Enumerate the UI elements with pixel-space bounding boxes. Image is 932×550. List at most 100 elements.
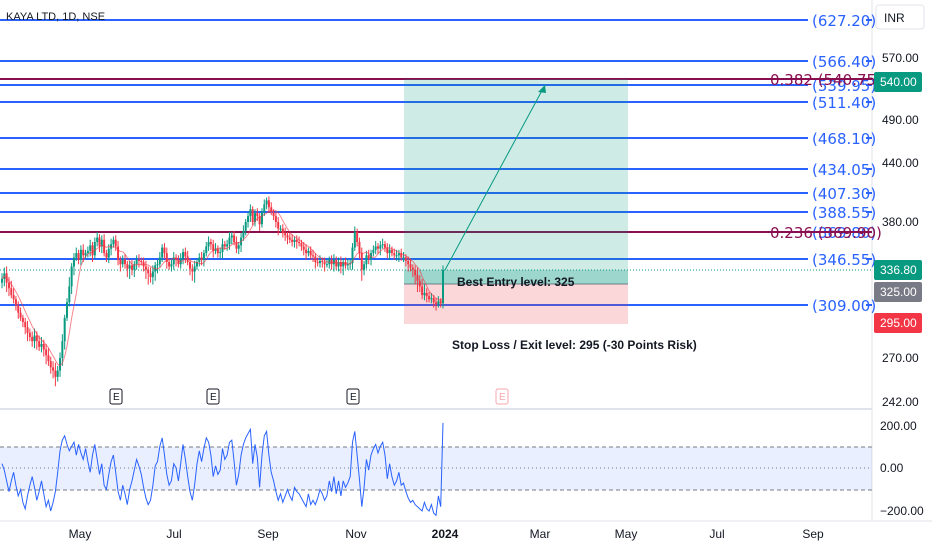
candle-body: [200, 257, 203, 260]
candle-body: [96, 237, 99, 242]
time-tick-label: Mar: [530, 527, 551, 541]
earnings-marker-box: [346, 388, 360, 405]
price-tag-box: [874, 282, 922, 302]
time-tick-label: Nov: [345, 527, 366, 541]
candle-body: [68, 286, 71, 303]
candle-body: [337, 262, 340, 267]
candle-body: [277, 222, 280, 229]
candle-body: [281, 228, 284, 234]
candle-body: [228, 237, 231, 245]
oscillator-axis-ticks: 200.00 0.00 −200.00: [880, 419, 924, 518]
candle-body: [404, 257, 407, 261]
earnings-marker-label: E: [210, 392, 217, 403]
price-tag: 336.80: [874, 260, 922, 280]
candle-body: [149, 273, 152, 278]
earnings-marker[interactable]: E: [495, 388, 509, 405]
fib-ratio-label: 0.236 (369.90): [770, 224, 882, 242]
currency-box[interactable]: [875, 4, 925, 30]
candle-body: [353, 232, 356, 248]
candle-body: [439, 301, 442, 304]
oscillator-tick-label: −200.00: [880, 504, 924, 518]
candle-body: [26, 327, 29, 333]
candle-body: [61, 341, 64, 358]
candle-body: [395, 255, 398, 257]
long-position-tool[interactable]: [404, 79, 628, 324]
oscillator-tick-label: 0.00: [880, 461, 904, 475]
candle-body: [437, 301, 440, 305]
candle-body: [47, 355, 50, 362]
candle-body: [86, 250, 89, 254]
candle-body: [14, 299, 17, 306]
candle-body: [168, 262, 171, 267]
earnings-marker-label: E: [350, 392, 357, 403]
candle-body: [165, 253, 168, 262]
time-tick-label: Jul: [166, 527, 181, 541]
candle-body: [170, 264, 173, 267]
level-label: (627.20): [812, 12, 876, 30]
candle-body: [356, 232, 359, 242]
candle-body: [418, 280, 421, 287]
candle-body: [235, 242, 238, 249]
price-axis[interactable]: INR: [875, 4, 925, 30]
level-label: (407.30): [812, 185, 876, 203]
currency-label[interactable]: INR: [884, 11, 905, 25]
time-tick-label: May: [615, 527, 638, 541]
candle-body: [428, 296, 431, 300]
candle-body: [42, 344, 45, 350]
candle-body: [307, 250, 310, 254]
candle-body: [156, 264, 159, 266]
candle-body: [298, 242, 301, 244]
candle-body: [161, 247, 164, 258]
candle-body: [442, 270, 444, 304]
target-zone[interactable]: [404, 79, 628, 284]
candle-body: [182, 252, 185, 259]
candle-body: [207, 242, 210, 247]
candle-body: [253, 213, 256, 222]
candle-body: [21, 317, 24, 322]
candle-body: [75, 253, 78, 258]
price-tag-box: [874, 313, 922, 333]
candle-body: [288, 237, 291, 240]
price-tag-label: 325.00: [880, 285, 917, 299]
candle-body: [293, 239, 296, 242]
stop-zone[interactable]: [404, 284, 628, 324]
candle-body: [339, 262, 342, 267]
candle-body: [393, 253, 396, 256]
candle-body: [184, 252, 187, 257]
candle-body: [35, 335, 38, 342]
candle-body: [70, 266, 73, 287]
candle-body: [435, 302, 438, 305]
candle-body: [247, 216, 250, 222]
earnings-marker-box: [206, 388, 220, 405]
candle-body: [12, 295, 15, 300]
time-tick-label: Jul: [709, 527, 724, 541]
price-tick-label: 490.00: [882, 113, 919, 127]
candle-body: [316, 262, 319, 264]
earnings-marker[interactable]: E: [346, 388, 360, 405]
candle-body: [133, 264, 136, 270]
candle-body: [286, 235, 289, 238]
candle-body: [267, 200, 270, 208]
candle-body: [263, 204, 266, 213]
candle-body: [121, 259, 124, 265]
price-tick-label: 570.00: [882, 51, 919, 65]
earnings-marker[interactable]: E: [109, 388, 123, 405]
symbol-label[interactable]: KAYA LTD, 1D, NSE: [6, 11, 105, 23]
candle-body: [251, 209, 254, 222]
level-label: (468.10): [812, 130, 876, 148]
fib-levels: 0.382 (540.75) 0.236 (369.90): [0, 71, 882, 242]
candle-body: [126, 264, 129, 269]
candle-body: [272, 212, 275, 217]
candle-body: [416, 275, 419, 281]
candle-body: [323, 262, 326, 265]
candle-body: [119, 259, 122, 265]
candle-body: [237, 245, 240, 249]
candle-body: [105, 253, 108, 258]
earnings-marker[interactable]: E: [206, 388, 220, 405]
candle-body: [63, 317, 66, 342]
price-tags: 540.00 336.80 325.00 295.00: [874, 72, 922, 333]
candle-body: [158, 257, 161, 265]
candle-body: [233, 235, 236, 242]
time-axis-ticks[interactable]: May Jul Sep Nov 2024 Mar May Jul Sep: [69, 527, 824, 541]
